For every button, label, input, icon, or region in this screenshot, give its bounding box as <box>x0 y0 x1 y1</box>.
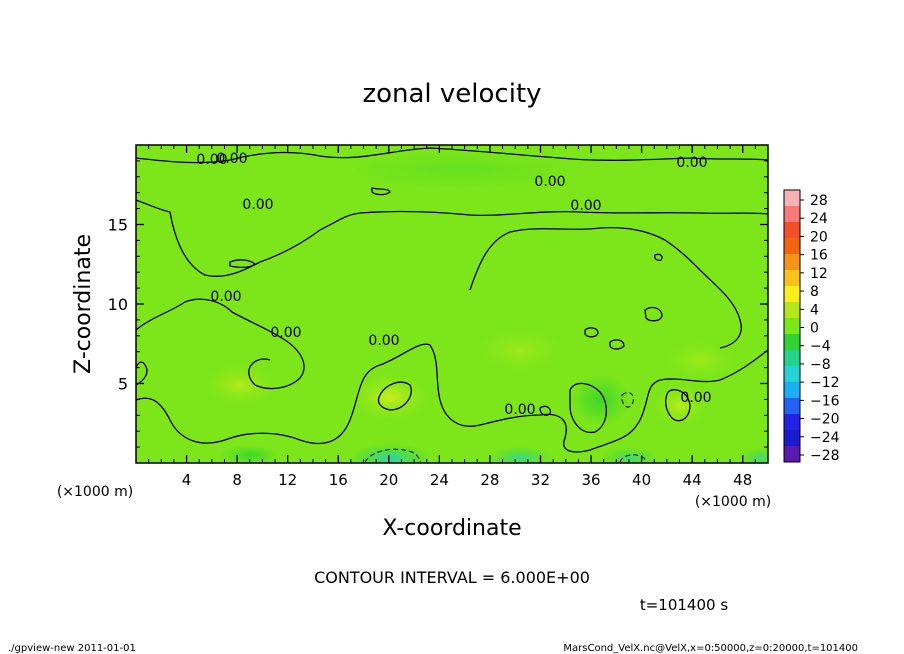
y-tick-label: 10 <box>108 295 128 314</box>
chart-title: zonal velocity <box>362 79 541 109</box>
colorbar-swatch <box>784 302 800 319</box>
colorbar-label: −8 <box>810 357 831 373</box>
colorbar-swatch <box>784 446 800 463</box>
colorbar-label: 12 <box>810 266 828 282</box>
colorbar-swatch <box>784 318 800 335</box>
dashed-contours <box>364 392 647 463</box>
colorbar: 28 24 20 16 12 8 4 0 −4 −8 −12 −16 −20 −24 −28 <box>783 189 840 464</box>
contour-label: 0.00 <box>216 151 247 167</box>
y-tick-label: 15 <box>108 216 128 235</box>
colorbar-swatch <box>784 270 800 287</box>
colorbar-swatch <box>784 430 800 447</box>
colorbar-swatch <box>784 222 800 239</box>
x-tick-label: 20 <box>379 471 398 489</box>
y-axis: 5 10 15 Z-coordinate <box>71 160 768 448</box>
x-tick-label: 16 <box>329 471 348 489</box>
colorbar-swatch <box>784 382 800 399</box>
x-tick-label: 32 <box>531 471 550 489</box>
x-tick-label: 4 <box>182 471 192 489</box>
colorbar-label: 4 <box>810 302 819 318</box>
colorbar-label: 0 <box>810 321 819 337</box>
contour-label: 0.00 <box>210 289 241 305</box>
colorbar-swatch <box>784 190 800 207</box>
colorbar-swatch <box>784 414 800 431</box>
colorbar-label: 20 <box>810 229 828 245</box>
contour-labels: 0.00 0.00 0.00 0.00 0.00 0.00 0.00 0.00 … <box>196 151 711 418</box>
x-tick-label: 28 <box>480 471 499 489</box>
colorbar-swatch <box>784 238 800 255</box>
colorbar-swatch <box>784 206 800 223</box>
x-tick-label: 36 <box>581 471 600 489</box>
contour-label: 0.00 <box>680 390 711 406</box>
x-unit-label: (×1000 m) <box>57 484 133 500</box>
footer-right: MarsCond_VelX.nc@VelX,x=0:50000,z=0:2000… <box>563 643 858 654</box>
contour-label: 0.00 <box>270 325 301 341</box>
contour-label: 0.00 <box>368 333 399 349</box>
contour-label: 0.00 <box>534 174 565 190</box>
plot-area <box>136 145 768 463</box>
colorbar-label: −28 <box>810 448 840 464</box>
y-tick-label: 5 <box>118 375 128 394</box>
x-tick-label: 40 <box>632 471 651 489</box>
x-tick-label: 8 <box>232 471 242 489</box>
x-tick-label: 12 <box>278 471 297 489</box>
colorbar-label: 24 <box>810 211 828 227</box>
colorbar-label: −24 <box>810 430 840 446</box>
colorbar-swatch <box>784 350 800 367</box>
x-tick-label: 48 <box>733 471 752 489</box>
colorbar-label: −16 <box>810 393 840 409</box>
colorbar-label: −12 <box>810 375 840 391</box>
colorbar-label: 16 <box>810 248 828 264</box>
x-tick-label: 24 <box>430 471 449 489</box>
colorbar-swatch <box>784 286 800 303</box>
colorbar-label: 8 <box>810 284 819 300</box>
shading-blobs <box>200 150 768 463</box>
footer-left: ./gpview-new 2011-01-01 <box>8 643 136 654</box>
contour-lines <box>136 147 768 453</box>
x-axis-title: X-coordinate <box>382 516 521 541</box>
colorbar-label: −4 <box>810 339 831 355</box>
colorbar-swatch <box>784 334 800 351</box>
x-tick-label: 44 <box>683 471 702 489</box>
colorbar-label: 28 <box>810 193 828 209</box>
x-unit-label-right: (×1000 m) <box>695 494 771 510</box>
contour-label: 0.00 <box>570 198 601 214</box>
colorbar-swatch <box>784 398 800 415</box>
y-axis-title: Z-coordinate <box>71 234 96 374</box>
colorbar-swatch <box>784 366 800 383</box>
colorbar-label: −20 <box>810 412 840 428</box>
contour-label: 0.00 <box>504 402 535 418</box>
colorbar-swatch <box>784 254 800 271</box>
contour-interval-note: CONTOUR INTERVAL = 6.000E+00 <box>314 568 590 587</box>
contour-label: 0.00 <box>242 197 273 213</box>
x-axis: 4 8 12 16 20 24 28 32 36 40 44 48 (×1000 m) (×1000 … <box>57 145 771 541</box>
contour-label: 0.00 <box>196 152 227 168</box>
contour-label: 0.00 <box>676 155 707 171</box>
time-note: t=101400 s <box>640 596 728 614</box>
colorbar-frame <box>783 189 801 463</box>
